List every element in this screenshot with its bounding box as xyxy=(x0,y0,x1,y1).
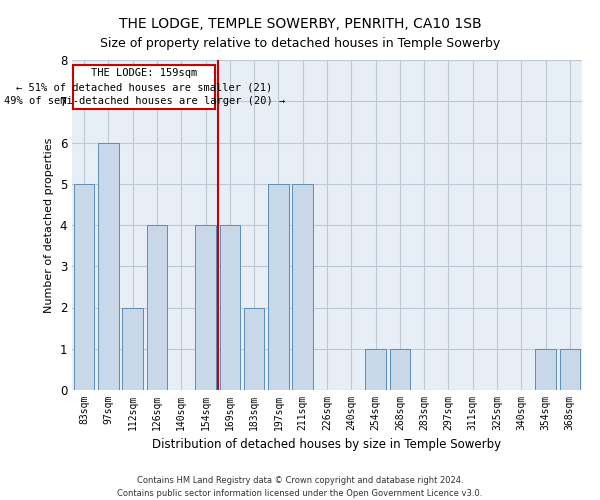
FancyBboxPatch shape xyxy=(73,66,215,108)
Bar xyxy=(535,349,556,390)
Bar xyxy=(98,142,119,390)
Bar xyxy=(220,225,240,390)
Bar xyxy=(365,349,386,390)
Text: THE LODGE, TEMPLE SOWERBY, PENRITH, CA10 1SB: THE LODGE, TEMPLE SOWERBY, PENRITH, CA10… xyxy=(119,18,481,32)
Bar xyxy=(74,184,94,390)
Y-axis label: Number of detached properties: Number of detached properties xyxy=(44,138,54,312)
Bar xyxy=(560,349,580,390)
Bar xyxy=(268,184,289,390)
Bar xyxy=(122,308,143,390)
Text: 49% of semi-detached houses are larger (20) →: 49% of semi-detached houses are larger (… xyxy=(4,96,285,106)
Bar xyxy=(389,349,410,390)
Bar xyxy=(195,225,216,390)
Bar xyxy=(292,184,313,390)
Text: Size of property relative to detached houses in Temple Sowerby: Size of property relative to detached ho… xyxy=(100,38,500,51)
X-axis label: Distribution of detached houses by size in Temple Sowerby: Distribution of detached houses by size … xyxy=(152,438,502,452)
Text: Contains HM Land Registry data © Crown copyright and database right 2024.
Contai: Contains HM Land Registry data © Crown c… xyxy=(118,476,482,498)
Bar xyxy=(146,225,167,390)
Bar xyxy=(244,308,265,390)
Text: THE LODGE: 159sqm: THE LODGE: 159sqm xyxy=(91,68,197,78)
Text: ← 51% of detached houses are smaller (21): ← 51% of detached houses are smaller (21… xyxy=(16,82,272,92)
